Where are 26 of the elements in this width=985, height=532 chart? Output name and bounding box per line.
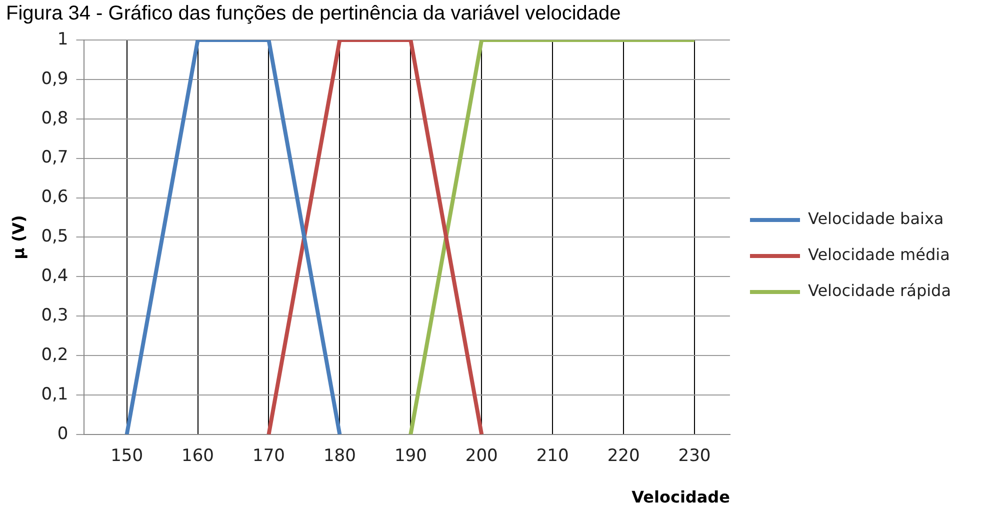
legend-label: Velocidade média — [808, 245, 950, 264]
x-tick-label: 220 — [607, 446, 640, 466]
x-tick-label: 230 — [678, 446, 711, 466]
y-tick-label: 0 — [57, 424, 68, 444]
legend-label: Velocidade baixa — [808, 209, 944, 228]
x-tick-label: 150 — [110, 446, 144, 466]
x-tick-label: 170 — [252, 446, 285, 466]
y-tick-label: 0,5 — [41, 226, 68, 247]
y-tick-label: 0,7 — [41, 148, 68, 168]
y-tick-label: 0,4 — [41, 266, 68, 286]
y-tick-label: 0,8 — [41, 108, 68, 128]
chart-title: Figura 34 - Gráfico das funções de pertinência da variável velocidade — [6, 2, 621, 25]
y-tick-label: 0,3 — [41, 306, 68, 326]
y-axis-title: μ (V) — [8, 215, 28, 260]
x-tick-label: 190 — [394, 446, 427, 466]
y-tick-label: 0,1 — [41, 384, 68, 404]
legend-label: Velocidade rápida — [808, 281, 951, 300]
y-tick-label: 0,2 — [41, 344, 68, 365]
x-tick-label: 160 — [182, 446, 214, 466]
y-tick-label: 0,6 — [41, 187, 68, 208]
x-tick-label: 210 — [536, 446, 569, 466]
y-tick-label: 1 — [57, 29, 68, 50]
x-axis-title: Velocidade — [632, 488, 730, 507]
x-tick-label: 180 — [323, 446, 356, 466]
x-tick-label: 200 — [465, 446, 498, 466]
y-tick-label: 0,9 — [41, 68, 68, 89]
